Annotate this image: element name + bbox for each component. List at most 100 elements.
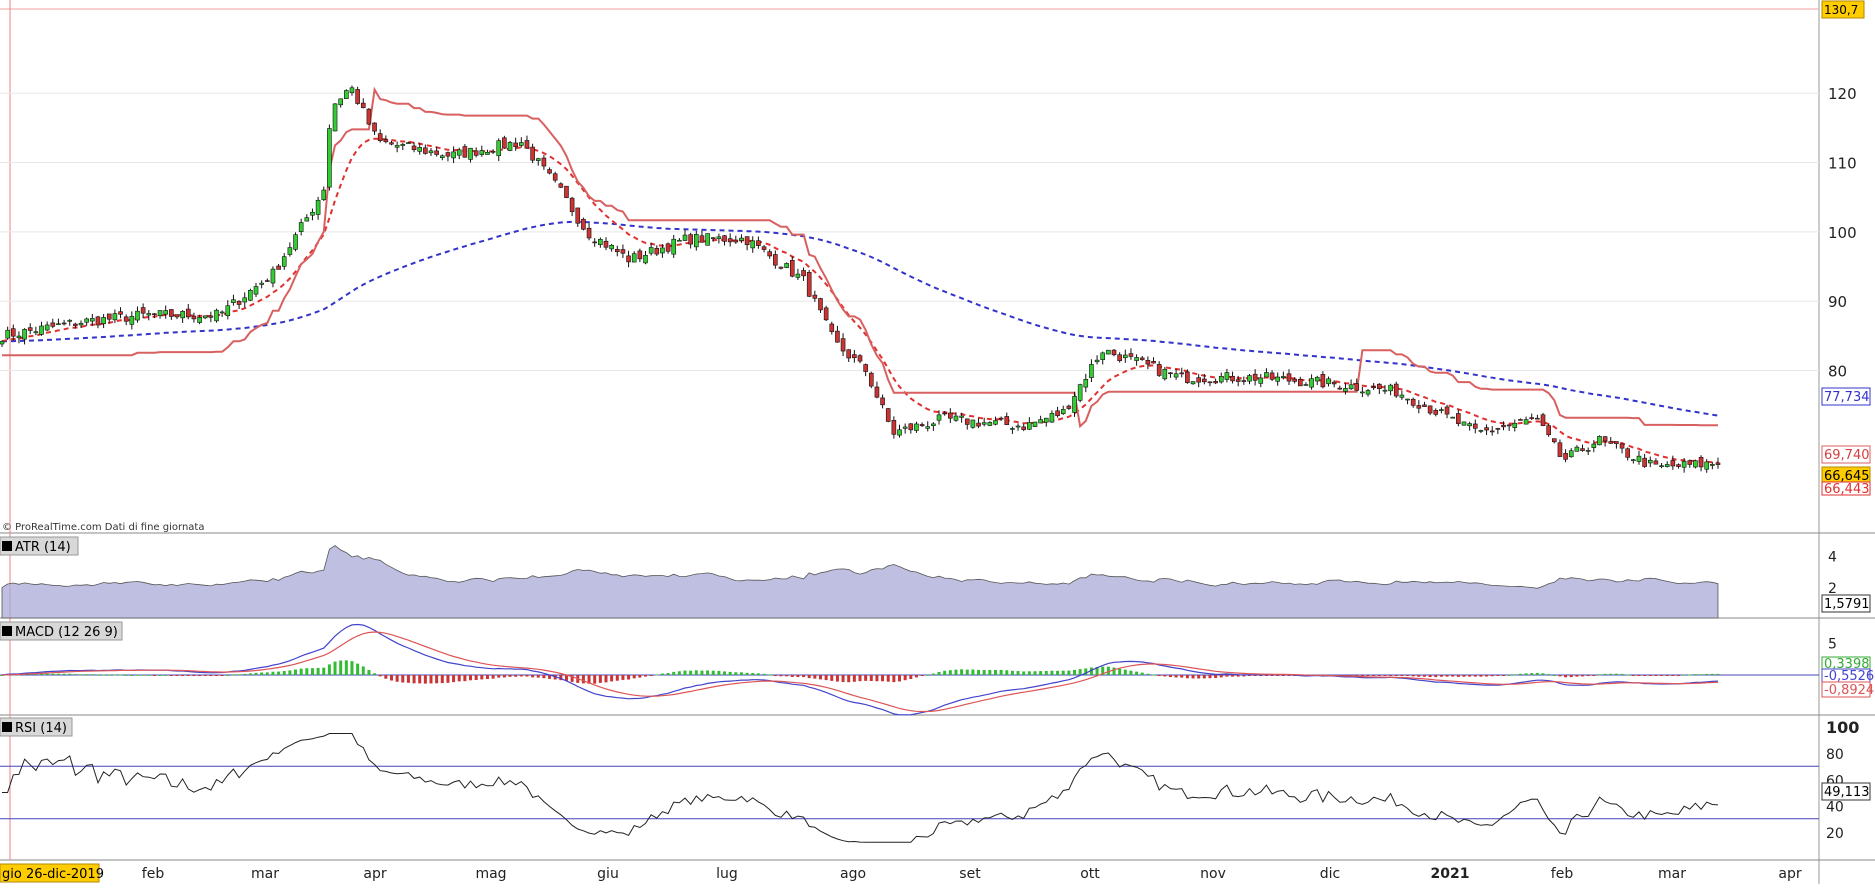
candle-body — [1269, 372, 1275, 380]
macd-histogram-bar — [1597, 674, 1601, 676]
macd-histogram-bar — [1383, 675, 1387, 676]
price-tick-label: 110 — [1828, 155, 1857, 173]
macd-line-badge-text: -0,5526 — [1824, 669, 1874, 684]
atr-area-fill — [1, 545, 1719, 619]
candle-body — [1382, 389, 1388, 392]
candle-body — [248, 289, 253, 301]
candle-body — [1156, 364, 1162, 376]
candle-body — [1049, 413, 1055, 423]
macd-histogram-bar — [999, 669, 1003, 675]
macd-title[interactable]: MACD (12 26 9) — [0, 621, 123, 641]
candle-body — [468, 147, 473, 160]
candle-body — [135, 310, 140, 321]
x-axis-label: mag — [475, 866, 506, 882]
macd-histogram-bar — [277, 671, 281, 675]
macd-histogram-bar — [1355, 675, 1359, 676]
atr-title[interactable]: ATR (14) — [0, 536, 79, 556]
macd-histogram-bar — [587, 675, 591, 684]
candle-body — [857, 355, 863, 362]
candle-body — [157, 310, 163, 316]
macd-histogram-bar — [1660, 675, 1664, 676]
candle-body — [265, 280, 270, 282]
candle-body — [948, 412, 953, 419]
macd-histogram-bar — [593, 675, 597, 684]
macd-histogram-bar — [34, 673, 38, 675]
candle-body — [1540, 414, 1546, 426]
macd-histogram-bar — [677, 671, 681, 675]
macd-histogram-bar — [119, 674, 123, 676]
macd-histogram-bar — [1242, 675, 1246, 677]
macd-histogram-bar — [807, 675, 811, 679]
candle-body — [1410, 398, 1416, 406]
macd-histogram-bar — [294, 669, 298, 675]
macd-histogram-bar — [282, 670, 286, 675]
candle-body — [1252, 373, 1258, 381]
candle-body — [1693, 460, 1698, 468]
candle-body — [1461, 421, 1467, 426]
macd-histogram-bar — [869, 675, 873, 682]
candle-body — [197, 317, 202, 323]
macd-histogram-bar — [96, 674, 100, 676]
candle-body — [558, 183, 564, 188]
macd-histogram-bar — [1027, 671, 1031, 675]
candle-body — [885, 408, 891, 422]
macd-histogram-bar — [621, 675, 625, 680]
macd-histogram-bar — [581, 675, 585, 684]
candle-body — [1083, 379, 1089, 388]
candle-body — [118, 311, 123, 315]
candle-body — [891, 420, 897, 435]
macd-histogram-bar — [1056, 670, 1060, 675]
macd-histogram-bar — [423, 675, 427, 684]
macd-histogram-bar — [1688, 674, 1692, 676]
candle-body — [914, 423, 919, 431]
candle-body — [705, 233, 710, 246]
macd-histogram-bar — [299, 668, 303, 675]
candle-body — [552, 173, 558, 181]
candle-body — [332, 103, 338, 132]
candle-body — [1021, 426, 1026, 430]
macd-histogram-bar — [1575, 675, 1579, 677]
candle-body — [671, 238, 677, 255]
candle-body — [16, 335, 22, 339]
macd-histogram-bar — [1524, 673, 1528, 675]
candle-body — [202, 315, 208, 319]
atr-tick-label: 4 — [1828, 550, 1837, 566]
macd-histogram-bar — [756, 673, 760, 675]
candle-body — [1286, 373, 1292, 382]
x-axis-label: dic — [1320, 866, 1340, 882]
macd-histogram-bar — [660, 673, 664, 675]
macd-histogram-bar — [830, 675, 834, 681]
macd-histogram-bar — [1270, 675, 1274, 676]
macd-signal-line — [1, 631, 1719, 713]
macd-histogram-bar — [1648, 675, 1652, 676]
candle-body — [1585, 450, 1591, 452]
candle-body — [835, 330, 840, 343]
macd-histogram-bar — [700, 670, 704, 675]
macd-histogram-bar — [1676, 675, 1680, 676]
candle-body — [806, 272, 812, 297]
macd-histogram-bar — [1044, 670, 1048, 675]
candle-body — [372, 122, 377, 132]
candle-body — [919, 424, 925, 427]
macd-histogram-bar — [226, 674, 230, 676]
macd-histogram-bar — [1152, 674, 1156, 676]
candle-body — [1619, 443, 1625, 449]
candle-body — [496, 140, 502, 157]
macd-line — [1, 623, 1719, 716]
candle-body — [773, 254, 778, 266]
candle-body — [1388, 384, 1393, 392]
candle-body — [1320, 374, 1326, 388]
rsi-tick-label: 20 — [1826, 826, 1844, 842]
candle-body — [970, 419, 976, 428]
macd-histogram-bar — [548, 675, 552, 679]
macd-histogram-bar — [514, 675, 518, 677]
macd-histogram-bar — [1101, 666, 1105, 675]
macd-histogram-bar — [694, 670, 698, 675]
candle-body — [1179, 372, 1185, 375]
macd-histogram-bar — [502, 675, 506, 678]
macd-histogram-bar — [1485, 675, 1489, 677]
candle-body — [1027, 422, 1032, 430]
candle-body — [637, 250, 643, 260]
rsi-title[interactable]: RSI (14) — [0, 717, 73, 737]
